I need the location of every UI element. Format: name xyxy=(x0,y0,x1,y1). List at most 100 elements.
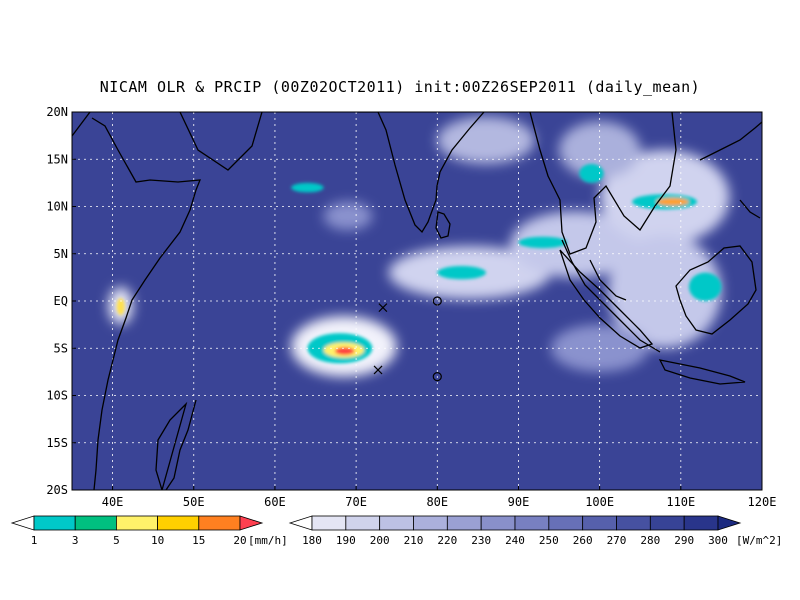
coastlines xyxy=(72,112,762,490)
precip-feature xyxy=(437,266,486,280)
colorbar-level-label: 280 xyxy=(640,534,660,547)
lon-tick-label: 120E xyxy=(748,495,777,509)
colorbar-swatch xyxy=(311,515,347,531)
precip-feature xyxy=(518,236,568,249)
colorbar-level-label: 240 xyxy=(505,534,525,547)
colorbar-swatch xyxy=(446,515,482,531)
coast-madagascar xyxy=(155,399,197,490)
coast-india xyxy=(358,112,485,234)
coast-myanmar xyxy=(529,112,677,255)
cloud-feature xyxy=(437,116,535,164)
longitude-labels: 40E 50E 60E 70E 80E 90E 100E 110E 120E xyxy=(102,495,777,509)
lon-tick-label: 70E xyxy=(345,495,367,509)
colorbar-swatch xyxy=(480,515,516,531)
axis-ticks xyxy=(72,111,763,491)
colorbar-level-label: 230 xyxy=(471,534,491,547)
coast-arabia xyxy=(179,112,263,171)
lat-tick-label: 15N xyxy=(46,152,68,166)
precip-feature xyxy=(291,182,324,193)
precip-feature xyxy=(688,272,722,302)
lon-tick-label: 110E xyxy=(666,495,695,509)
circle-marker xyxy=(432,372,442,382)
colorbar-swatch xyxy=(379,515,414,531)
lon-tick-label: 60E xyxy=(264,495,286,509)
colorbar-level-label: 200 xyxy=(370,534,390,547)
colorbar-level-label: 5 xyxy=(113,534,120,547)
lon-tick-label: 80E xyxy=(426,495,448,509)
lon-tick-label: 90E xyxy=(508,495,530,509)
colorbar-swatch xyxy=(548,515,584,531)
lat-tick-label: 5S xyxy=(54,341,68,355)
colorbar-arrow-low xyxy=(288,515,313,531)
precip-feature xyxy=(579,163,604,183)
cloud-feature xyxy=(323,201,373,231)
map-title: NICAM OLR & PRCIP (00Z02OCT2011) init:00… xyxy=(99,78,701,96)
markers-layer xyxy=(373,296,442,382)
lat-tick-label: 5N xyxy=(54,247,68,261)
coast-sri-lanka xyxy=(435,211,451,239)
colorbar-swatch xyxy=(33,515,76,531)
cloud-feature xyxy=(510,211,641,278)
circle-marker xyxy=(432,296,442,306)
lon-tick-label: 40E xyxy=(102,495,124,509)
precip-feature xyxy=(116,298,125,316)
colorbar-level-label: 250 xyxy=(539,534,559,547)
colorbar-swatch xyxy=(116,515,159,531)
colorbar-swatch xyxy=(616,515,651,531)
precip-feature xyxy=(335,347,355,355)
colorbar-swatch xyxy=(514,515,550,531)
colorbar-unit-label: [W/m^2] xyxy=(736,534,782,547)
colorbar-swatch xyxy=(74,515,117,531)
olr-colorbar: 180 190 200 210 220 230 240 250 260 270 280 290 300 [… xyxy=(288,515,782,547)
colorbar-arrow-high xyxy=(239,515,264,531)
coast-sumatra xyxy=(559,249,654,349)
colorbar-level-label: 15 xyxy=(192,534,205,547)
colorbar-level-label: 290 xyxy=(674,534,694,547)
coast-java xyxy=(658,359,746,385)
precip-colorbar: 1 3 5 10 15 20 [mm/h] xyxy=(10,515,288,547)
colorbar-arrow-high xyxy=(717,515,742,531)
lat-tick-label: 15S xyxy=(46,436,68,450)
lon-tick-label: 100E xyxy=(585,495,614,509)
cloud-feature xyxy=(550,324,649,372)
colorbar-level-label: 260 xyxy=(573,534,593,547)
lat-tick-label: EQ xyxy=(54,294,68,308)
precip-layer xyxy=(116,163,722,364)
colorbar-swatch xyxy=(198,515,241,531)
colorbar-level-label: 10 xyxy=(151,534,164,547)
colorbar-swatch xyxy=(582,515,617,531)
colorbar-swatch xyxy=(649,515,685,531)
colorbar-swatch xyxy=(157,515,200,531)
colorbar-level-label: 3 xyxy=(72,534,79,547)
coast-africa xyxy=(72,112,201,490)
colorbar-level-label: 20 xyxy=(233,534,246,547)
colorbar-unit-label: [mm/h] xyxy=(248,534,288,547)
colorbar-level-label: 210 xyxy=(404,534,424,547)
colorbar-level-label: 270 xyxy=(607,534,627,547)
cloud-feature xyxy=(607,234,722,349)
lon-tick-label: 50E xyxy=(183,495,205,509)
latitude-labels: 20N 15N 10N 5N EQ 5S 10S 15S 20S xyxy=(46,105,68,497)
colorbar-level-label: 220 xyxy=(437,534,457,547)
colorbar-level-label: 300 xyxy=(708,534,728,547)
colorbar-level-label: 180 xyxy=(302,534,322,547)
lat-tick-label: 10S xyxy=(46,389,68,403)
coast-vietnam xyxy=(699,121,762,219)
colorbar-swatch xyxy=(345,515,381,531)
coast-borneo xyxy=(675,245,757,335)
colorbar-level-label: 1 xyxy=(31,534,38,547)
colorbar-swatch xyxy=(413,515,448,531)
lat-tick-label: 10N xyxy=(46,200,68,214)
lat-tick-label: 20N xyxy=(46,105,68,119)
lat-tick-label: 20S xyxy=(46,483,68,497)
x-marker xyxy=(378,303,388,313)
colorbar-level-label: 190 xyxy=(336,534,356,547)
gridlines xyxy=(72,112,762,490)
colorbar-swatch xyxy=(683,515,719,531)
colorbar-arrow-low xyxy=(10,515,35,531)
plot-area xyxy=(72,112,762,490)
precip-feature xyxy=(656,197,689,206)
coast-malay xyxy=(561,239,661,353)
x-marker xyxy=(373,365,383,375)
